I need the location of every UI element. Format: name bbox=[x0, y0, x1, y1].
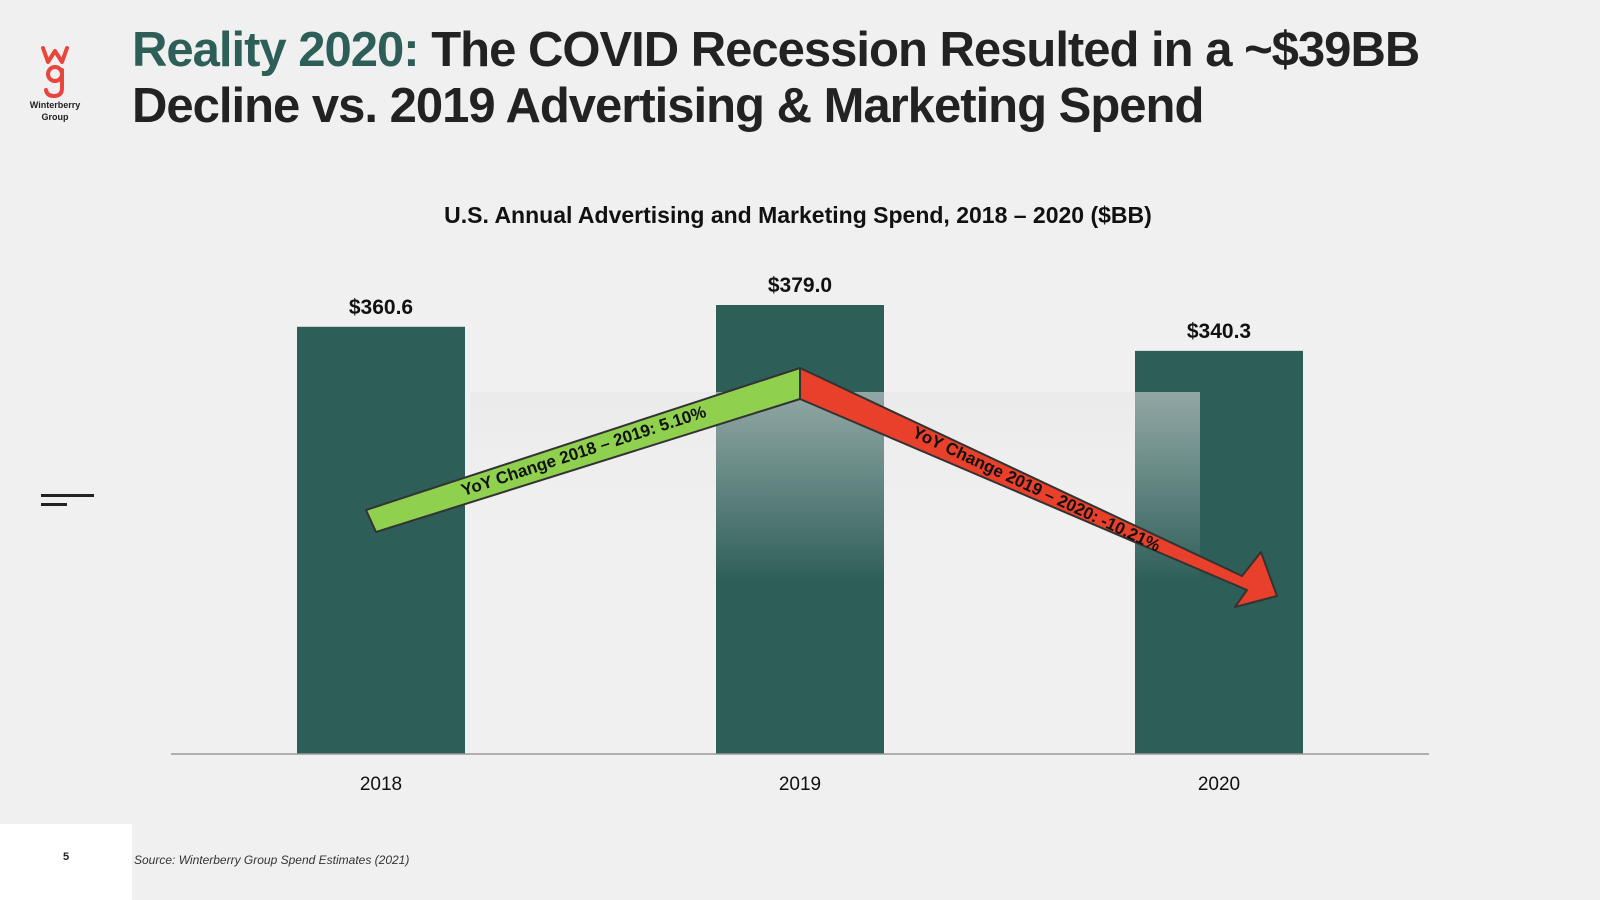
arrow-shadow-band bbox=[470, 392, 1200, 582]
wg-logo-icon bbox=[41, 46, 69, 98]
decorative-line bbox=[41, 503, 67, 506]
chart-title: U.S. Annual Advertising and Marketing Sp… bbox=[444, 202, 1152, 228]
value-label-2018: $360.6 bbox=[349, 296, 413, 319]
winterberry-logo: Winterberry Group bbox=[22, 44, 88, 122]
decorative-line bbox=[41, 494, 94, 497]
title-main: The COVID Recession Resulted in a ~$39BB… bbox=[132, 23, 1420, 133]
page-number-box bbox=[0, 824, 132, 900]
title-accent: Reality 2020: bbox=[132, 23, 420, 77]
slide-title: Reality 2020: The COVID Recession Result… bbox=[132, 22, 1572, 134]
page-number: 5 bbox=[62, 851, 70, 863]
value-label-2020: $340.3 bbox=[1187, 320, 1251, 343]
yoy-down-arrow bbox=[799, 367, 1278, 608]
x-tick-2020: 2020 bbox=[1198, 774, 1240, 795]
x-tick-2018: 2018 bbox=[360, 774, 402, 795]
logo-text-line2: Group bbox=[41, 112, 69, 122]
value-label-2019: $379.0 bbox=[768, 274, 832, 297]
bar-2018 bbox=[297, 326, 465, 754]
logo-text-line1: Winterberry bbox=[29, 100, 81, 110]
x-tick-2019: 2019 bbox=[779, 774, 821, 795]
source-note: Source: Winterberry Group Spend Estimate… bbox=[134, 853, 410, 867]
